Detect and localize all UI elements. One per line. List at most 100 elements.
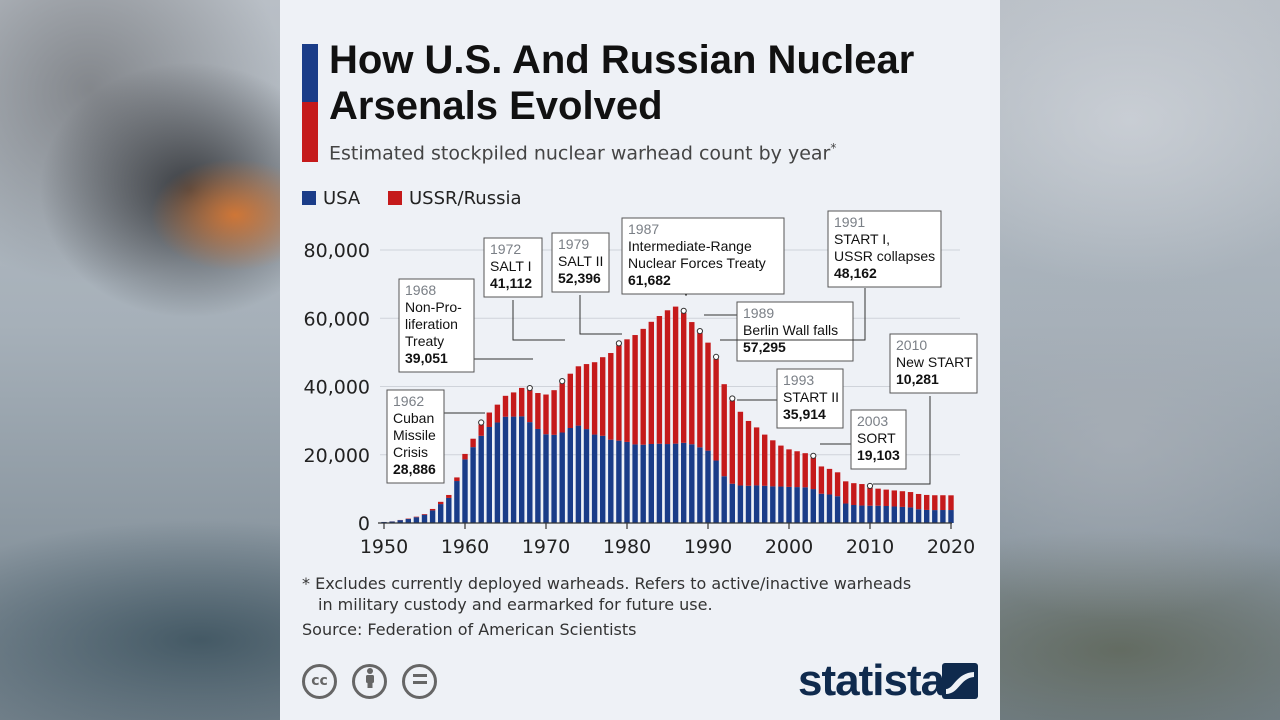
bar-usa-2004 xyxy=(818,493,825,523)
statista-logo-icon[interactable] xyxy=(942,663,978,699)
bar-usa-1971 xyxy=(551,434,557,523)
annotation-label: START II xyxy=(783,389,839,405)
bar-usa-1953 xyxy=(405,519,411,523)
bar-russia-1989 xyxy=(697,333,703,448)
annotation-dot xyxy=(866,482,874,490)
statista-wordmark[interactable]: statista xyxy=(798,656,945,705)
bar-usa-1966 xyxy=(510,416,517,523)
bar-russia-1985 xyxy=(664,310,671,445)
legend-item-usa: USA xyxy=(302,188,360,209)
bar-usa-2012 xyxy=(883,505,889,523)
annotation-dot xyxy=(526,384,533,392)
annotation-label: Crisis xyxy=(393,444,428,460)
bar-usa-1986 xyxy=(672,443,679,523)
cc-icon[interactable]: cc xyxy=(302,664,337,699)
bar-usa-1960 xyxy=(462,459,468,523)
bar-russia-1963 xyxy=(486,412,492,427)
bar-russia-1971 xyxy=(551,390,557,435)
y-tick-label: 40,000 xyxy=(304,377,370,399)
bar-russia-2008 xyxy=(851,483,857,506)
annotation-connector xyxy=(720,288,866,341)
x-tick-label: 1990 xyxy=(684,536,732,558)
annotation-label: START I, xyxy=(834,231,890,247)
annotation-label: SALT II xyxy=(558,253,603,269)
bar-usa-2003 xyxy=(810,489,816,523)
annotation-value: 57,295 xyxy=(743,339,786,355)
bar-russia-1998 xyxy=(770,440,776,487)
annotation-value: 41,112 xyxy=(490,275,532,291)
annotation-connector xyxy=(873,396,931,485)
bar-usa-1975 xyxy=(583,429,590,523)
bar-russia-2003 xyxy=(810,457,816,490)
title-accent-blue xyxy=(302,44,318,102)
bar-usa-1959 xyxy=(454,481,460,523)
bar-usa-1991 xyxy=(713,460,719,523)
bar-russia-1964 xyxy=(494,404,501,423)
annotation-dot xyxy=(696,327,703,335)
bar-russia-2015 xyxy=(907,492,914,508)
y-tick-label: 0 xyxy=(358,513,370,535)
bar-russia-1984 xyxy=(656,316,663,444)
bar-usa-1987 xyxy=(681,442,687,523)
bar-usa-1956 xyxy=(429,510,436,523)
annotation-value: 52,396 xyxy=(558,270,601,286)
bar-usa-1974 xyxy=(575,425,582,523)
bar-usa-1984 xyxy=(656,443,663,523)
chart-legend: USA USSR/Russia xyxy=(302,188,543,209)
bar-russia-1967 xyxy=(519,387,525,417)
bar-usa-1980 xyxy=(624,441,630,523)
bar-usa-1962 xyxy=(478,435,484,523)
bar-russia-1972 xyxy=(559,383,565,433)
annotation-label: Cuban xyxy=(393,410,434,426)
bar-russia-1997 xyxy=(762,434,768,486)
bar-russia-1954 xyxy=(413,516,420,518)
annotation-year: 1991 xyxy=(834,214,865,230)
bar-usa-1970 xyxy=(543,434,549,523)
bar-russia-1992 xyxy=(721,384,727,477)
bar-usa-1995 xyxy=(745,485,752,523)
bar-russia-1987 xyxy=(681,312,687,443)
bar-russia-1961 xyxy=(470,438,476,448)
bar-russia-1969 xyxy=(535,393,541,429)
bar-usa-2006 xyxy=(834,496,841,523)
no-derivatives-icon[interactable] xyxy=(402,664,438,699)
bar-russia-2009 xyxy=(859,484,865,506)
bar-russia-1962 xyxy=(478,424,484,436)
bar-russia-1976 xyxy=(591,362,598,435)
annotation-year: 2010 xyxy=(896,337,927,353)
legend-item-russia: USSR/Russia xyxy=(387,188,521,209)
bar-russia-2006 xyxy=(834,472,841,497)
bar-usa-2008 xyxy=(851,505,857,523)
annotation-box xyxy=(827,210,942,288)
bar-usa-1954 xyxy=(413,517,420,523)
x-axis: 1950 1960 1970 1980 1990 2000 2010 2020 xyxy=(360,522,975,558)
bar-russia-1974 xyxy=(575,366,582,426)
annotation-box xyxy=(889,333,978,394)
annotation-box xyxy=(621,217,785,295)
bar-russia-1995 xyxy=(745,420,752,486)
annotation-box xyxy=(398,278,475,373)
annotation-dot xyxy=(559,378,566,385)
bar-usa-1994 xyxy=(737,485,744,523)
bar-russia-1982 xyxy=(640,328,646,445)
bar-usa-1993 xyxy=(729,483,735,523)
subtitle-footnote-marker: * xyxy=(830,141,837,155)
bar-russia-1994 xyxy=(737,411,744,486)
annotation-year: 1989 xyxy=(743,305,774,321)
bar-russia-2005 xyxy=(826,468,833,495)
attribution-icon[interactable] xyxy=(352,664,388,699)
bar-russia-1956 xyxy=(429,508,436,511)
bar-russia-2018 xyxy=(932,495,938,511)
y-tick-label: 20,000 xyxy=(304,445,370,467)
bar-usa-1963 xyxy=(486,427,492,523)
bar-usa-1997 xyxy=(762,485,768,523)
chart-subtitle: Estimated stockpiled nuclear warhead cou… xyxy=(329,141,969,164)
